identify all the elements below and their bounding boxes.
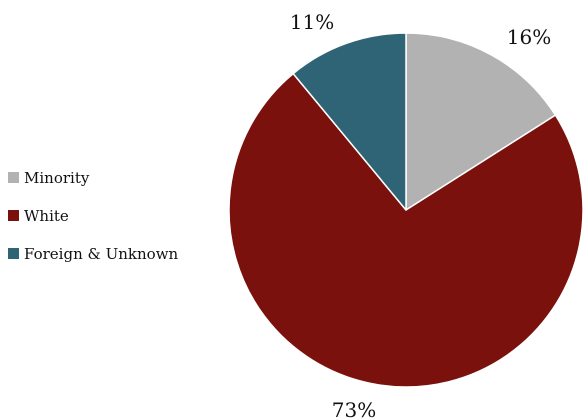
legend-swatch-foreign-unknown xyxy=(8,248,19,259)
legend-item-white: White xyxy=(8,206,178,225)
data-label-foreign-unknown: 11% xyxy=(290,10,334,34)
data-label-minority: 16% xyxy=(507,25,551,49)
legend-label-white: White xyxy=(24,206,69,225)
legend-label-minority: Minority xyxy=(24,168,90,187)
pie-slice-white xyxy=(228,72,584,388)
legend-item-foreign-unknown: Foreign & Unknown xyxy=(8,244,178,263)
legend-swatch-minority xyxy=(8,172,19,183)
data-label-white: 73% xyxy=(332,398,376,419)
chart-legend: Minority White Foreign & Unknown xyxy=(8,168,178,282)
pie-slice-foreign-unknown xyxy=(292,32,407,211)
legend-item-minority: Minority xyxy=(8,168,178,187)
pie-slice-minority xyxy=(405,32,557,211)
legend-label-foreign-unknown: Foreign & Unknown xyxy=(24,244,179,263)
legend-swatch-white xyxy=(8,210,19,221)
